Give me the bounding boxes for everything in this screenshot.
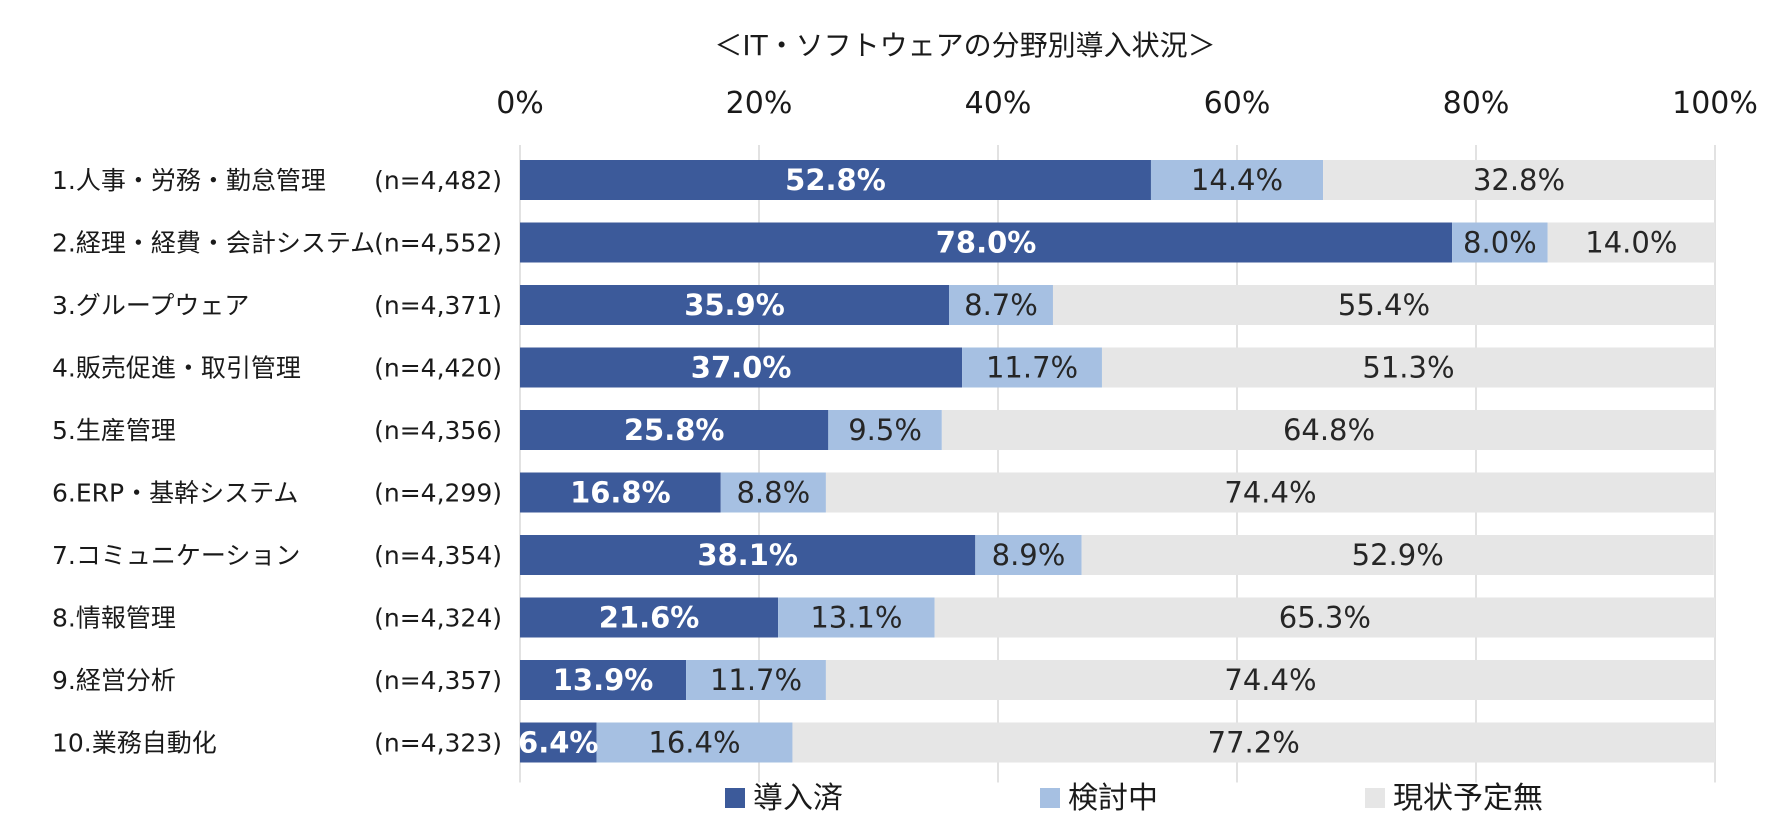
bar-segment-2 <box>778 597 935 638</box>
data-label: 32.8% <box>1473 163 1565 197</box>
bar-segment-1 <box>520 660 687 700</box>
data-label: 55.4% <box>1338 288 1430 322</box>
data-label: 52.9% <box>1352 538 1444 572</box>
x-tick-label: 0% <box>496 86 544 121</box>
data-label: 38.1% <box>697 538 798 572</box>
bar-segment-3 <box>792 722 1715 763</box>
data-label: 9.5% <box>848 413 922 447</box>
legend-label: 現状予定無 <box>1393 781 1543 816</box>
data-label: 14.0% <box>1585 226 1677 260</box>
data-label: 13.9% <box>553 663 654 697</box>
category-label: 7.コミュニケーション <box>52 541 300 570</box>
legend: 導入済 検討中 現状予定無 <box>725 781 1543 816</box>
legend-label: 導入済 <box>753 781 843 816</box>
data-label: 25.8% <box>624 413 725 447</box>
category-label: 1.人事・労務・勤怠管理 <box>52 166 326 195</box>
category-label: 3.グループウェア <box>52 291 249 320</box>
data-label: 6.4% <box>518 726 598 760</box>
data-label: 11.7% <box>710 663 802 697</box>
category-label: 6.ERP・基幹システム <box>52 479 298 508</box>
category-label: 10.業務自動化 <box>52 729 217 758</box>
data-label: 11.7% <box>986 351 1078 385</box>
data-label: 14.4% <box>1191 163 1283 197</box>
sample-size-label: (n=4,357) <box>374 666 502 695</box>
data-label: 8.0% <box>1463 226 1537 260</box>
bar-segment-1 <box>520 285 950 325</box>
bar-segment-2 <box>720 472 826 513</box>
data-label: 35.9% <box>684 288 785 322</box>
data-label: 52.8% <box>785 163 886 197</box>
bar-segment-1 <box>520 222 1453 263</box>
data-label: 74.4% <box>1224 476 1316 510</box>
legend-label: 検討中 <box>1068 781 1158 816</box>
data-label: 51.3% <box>1362 351 1454 385</box>
bar-segment-1 <box>520 347 963 388</box>
bar-segment-1 <box>520 410 829 450</box>
bar-segment-2 <box>596 722 793 763</box>
bar-segment-2 <box>962 347 1102 388</box>
bar-segment-3 <box>1547 222 1715 263</box>
data-label: 16.8% <box>570 476 671 510</box>
category-label: 2.経理・経費・会計システム <box>52 229 375 258</box>
category-label: 4.販売促進・取引管理 <box>52 354 301 383</box>
data-label: 74.4% <box>1224 663 1316 697</box>
data-labels: 52.8% 14.4% 32.8% 78.0% 8.0% 14.0% 35.9% 8.7% 55… <box>518 163 1677 760</box>
legend-swatch-2 <box>1040 788 1060 808</box>
bar-segment-2 <box>975 535 1082 575</box>
legend-swatch-1 <box>725 788 745 808</box>
bar-segment-2 <box>828 410 942 450</box>
bar-segment-3 <box>934 597 1715 638</box>
chart-title: ＜IT・ソフトウェアの分野別導入状況＞ <box>714 29 1215 62</box>
sample-size-label: (n=4,299) <box>374 479 502 508</box>
data-label: 21.6% <box>599 601 700 635</box>
data-label: 13.1% <box>810 601 902 635</box>
bar-segment-3 <box>825 472 1715 513</box>
sample-size-label: (n=4,356) <box>374 416 502 445</box>
bar-segment-3 <box>1052 285 1715 325</box>
category-label: 8.情報管理 <box>52 604 176 633</box>
data-label: 64.8% <box>1283 413 1375 447</box>
bar-segment-3 <box>1323 160 1715 200</box>
bar-segment-1 <box>520 160 1151 200</box>
bar-segment-3 <box>941 410 1717 450</box>
category-label: 5.生産管理 <box>52 416 176 445</box>
x-tick-label: 80% <box>1443 86 1510 121</box>
x-tick-label: 100% <box>1672 86 1758 121</box>
axis-labels: 0% 20% 40% 60% 80% 100% 1.人事・労務・勤怠管理 (n=4,482) 2… <box>52 86 1758 758</box>
x-tick-label: 40% <box>965 86 1032 121</box>
x-tick-label: 20% <box>726 86 793 121</box>
data-label: 8.7% <box>964 288 1038 322</box>
sample-size-label: (n=4,552) <box>374 229 502 258</box>
bar-segment-1 <box>520 535 976 575</box>
data-label: 65.3% <box>1279 601 1371 635</box>
data-label: 37.0% <box>691 351 792 385</box>
legend-swatch-3 <box>1365 788 1385 808</box>
bar-segment-3 <box>825 660 1715 700</box>
bar-segment-2 <box>686 660 826 700</box>
data-label: 16.4% <box>648 726 740 760</box>
sample-size-label: (n=4,371) <box>374 291 502 320</box>
sample-size-label: (n=4,420) <box>374 354 502 383</box>
sample-size-label: (n=4,323) <box>374 729 502 758</box>
bars <box>520 160 1717 763</box>
bar-segment-2 <box>1150 160 1324 200</box>
bar-segment-3 <box>1101 347 1715 388</box>
bar-segment-1 <box>520 597 779 638</box>
bar-segment-2 <box>1452 222 1548 263</box>
x-tick-label: 60% <box>1204 86 1271 121</box>
data-label: 8.9% <box>992 538 1066 572</box>
sample-size-label: (n=4,482) <box>374 166 502 195</box>
bar-segment-1 <box>520 722 597 763</box>
category-label: 9.経営分析 <box>52 666 176 695</box>
bar-segment-2 <box>949 285 1053 325</box>
data-label: 78.0% <box>936 226 1037 260</box>
bar-segment-1 <box>520 472 721 513</box>
bar-segment-3 <box>1081 535 1714 575</box>
data-label: 77.2% <box>1208 726 1300 760</box>
sample-size-label: (n=4,324) <box>374 604 502 633</box>
sample-size-label: (n=4,354) <box>374 541 502 570</box>
data-label: 8.8% <box>736 476 810 510</box>
